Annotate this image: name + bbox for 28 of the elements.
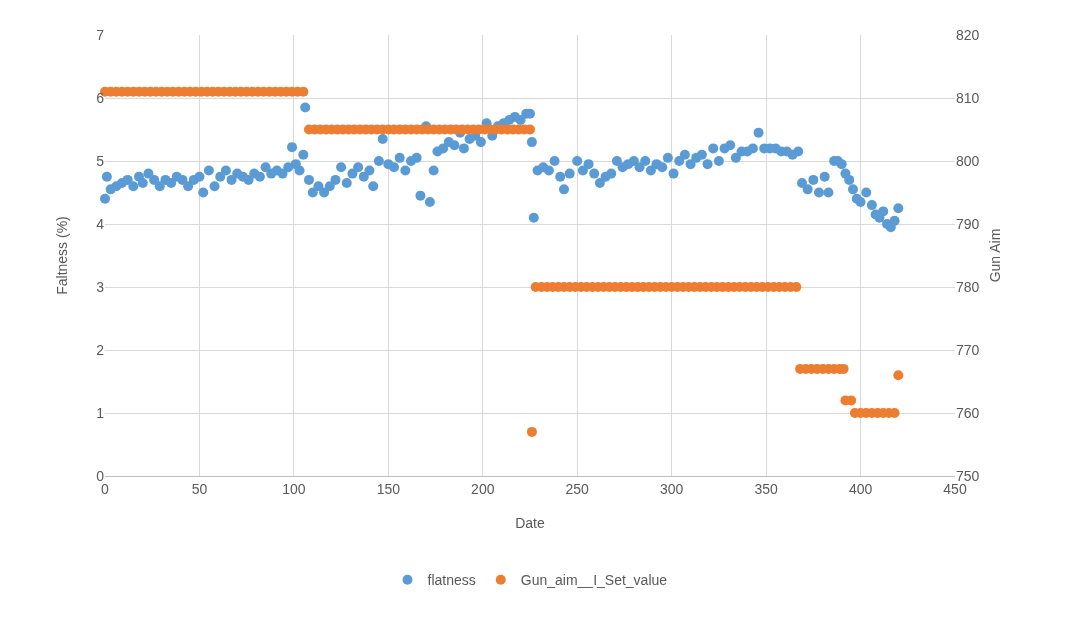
y-tick-label: 7 [96, 26, 105, 43]
y-tick-label: 0 [96, 467, 105, 484]
y-tick-label: 6 [96, 89, 105, 106]
x-tick-label: 200 [471, 480, 495, 497]
y-tick-label: 4 [96, 215, 105, 232]
legend-label: flatness [427, 572, 476, 589]
y2-tick-label: 770 [956, 341, 980, 358]
y-tick-label: 2 [96, 341, 105, 358]
y2-tick-label: 810 [956, 89, 980, 106]
y2-axis-title: Gun Aim [987, 228, 1003, 283]
x-axis-title: Date [515, 515, 545, 531]
y-tick-label: 3 [96, 278, 105, 295]
y2-tick-label: 760 [956, 404, 980, 421]
x-tick-label: 400 [848, 480, 873, 497]
y2-tick-label: 800 [956, 152, 980, 169]
x-tick-label: 350 [754, 480, 778, 497]
x-tick-label: 50 [191, 480, 208, 497]
x-tick-label: 250 [565, 480, 590, 497]
y2-tick-label: 780 [956, 278, 980, 295]
x-tick-label: 300 [659, 480, 684, 497]
y-axis-title: Faltness (%) [54, 216, 70, 295]
x-tick-label: 150 [376, 480, 401, 497]
legend-label: Gun_aim__I_Set_value [520, 572, 668, 589]
y-tick-label: 5 [96, 152, 105, 169]
y2-tick-label: 790 [956, 215, 980, 232]
y-tick-label: 1 [96, 404, 105, 421]
y2-tick-label: 820 [956, 26, 980, 43]
x-tick-label: 100 [282, 480, 306, 497]
